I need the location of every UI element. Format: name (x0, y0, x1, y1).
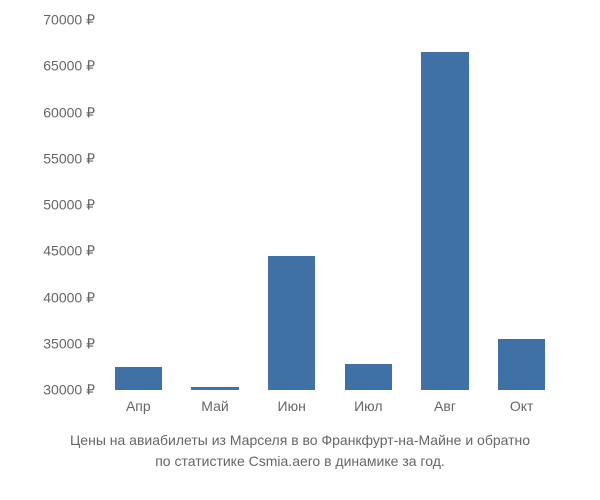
x-axis-tick-label: Окт (510, 398, 534, 414)
bar (268, 256, 316, 390)
x-axis-tick-label: Май (201, 398, 228, 414)
x-axis-tick-label: Авг (434, 398, 456, 414)
x-axis-tick-label: Апр (126, 398, 151, 414)
plot-area (100, 20, 560, 390)
chart-caption: Цены на авиабилеты из Марселя в во Франк… (0, 430, 600, 472)
caption-line-1: Цены на авиабилеты из Марселя в во Франк… (0, 430, 600, 451)
bar (115, 367, 163, 390)
bar (345, 364, 393, 390)
y-axis-tick-label: 65000 ₽ (43, 58, 95, 75)
y-axis-tick-label: 50000 ₽ (43, 197, 95, 214)
bar (191, 387, 239, 390)
x-axis-tick-label: Июл (354, 398, 382, 414)
y-axis-tick-label: 60000 ₽ (43, 104, 95, 121)
y-axis-tick-label: 45000 ₽ (43, 243, 95, 260)
y-axis-tick-label: 55000 ₽ (43, 150, 95, 167)
y-axis-tick-label: 30000 ₽ (43, 382, 95, 399)
y-axis-tick-label: 35000 ₽ (43, 335, 95, 352)
caption-line-2: по статистике Csmia.aero в динамике за г… (0, 451, 600, 472)
bar (498, 339, 546, 390)
y-axis-tick-label: 40000 ₽ (43, 289, 95, 306)
y-axis-tick-label: 70000 ₽ (43, 12, 95, 29)
x-axis-tick-label: Июн (278, 398, 306, 414)
bar (421, 52, 469, 390)
price-chart: Цены на авиабилеты из Марселя в во Франк… (0, 0, 600, 500)
